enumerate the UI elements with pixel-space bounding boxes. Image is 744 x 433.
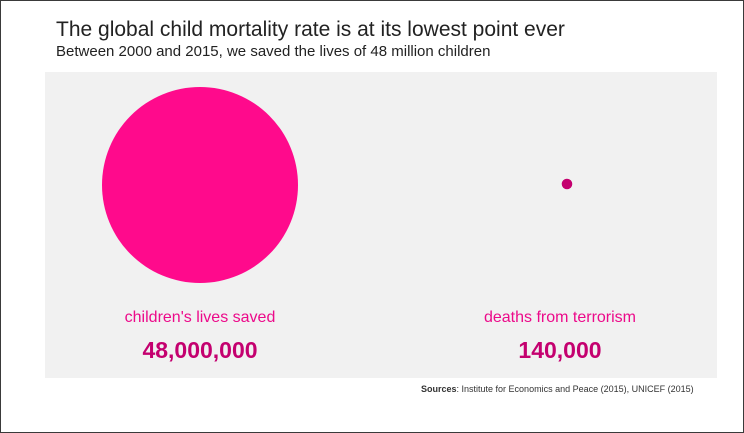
chart-title: The global child mortality rate is at it… — [56, 18, 565, 41]
bubble-lives-saved — [102, 87, 298, 283]
value-label-terrorism-deaths: 140,000 — [518, 337, 602, 363]
sources-note: Sources: Institute for Economics and Pea… — [421, 384, 694, 394]
chart-subtitle: Between 2000 and 2015, we saved the live… — [56, 43, 491, 60]
chart-panel: children's lives saved 48,000,000 deaths… — [45, 72, 717, 378]
value-label-lives-saved: 48,000,000 — [142, 337, 258, 363]
sources-text: : Institute for Economics and Peace (201… — [456, 384, 694, 394]
bubble-terrorism-deaths — [561, 178, 573, 190]
sources-prefix: Sources — [421, 384, 457, 394]
category-label-lives-saved: children's lives saved — [124, 309, 276, 326]
bubble-chart — [102, 87, 573, 283]
category-label-terrorism-deaths: deaths from terrorism — [483, 309, 637, 326]
